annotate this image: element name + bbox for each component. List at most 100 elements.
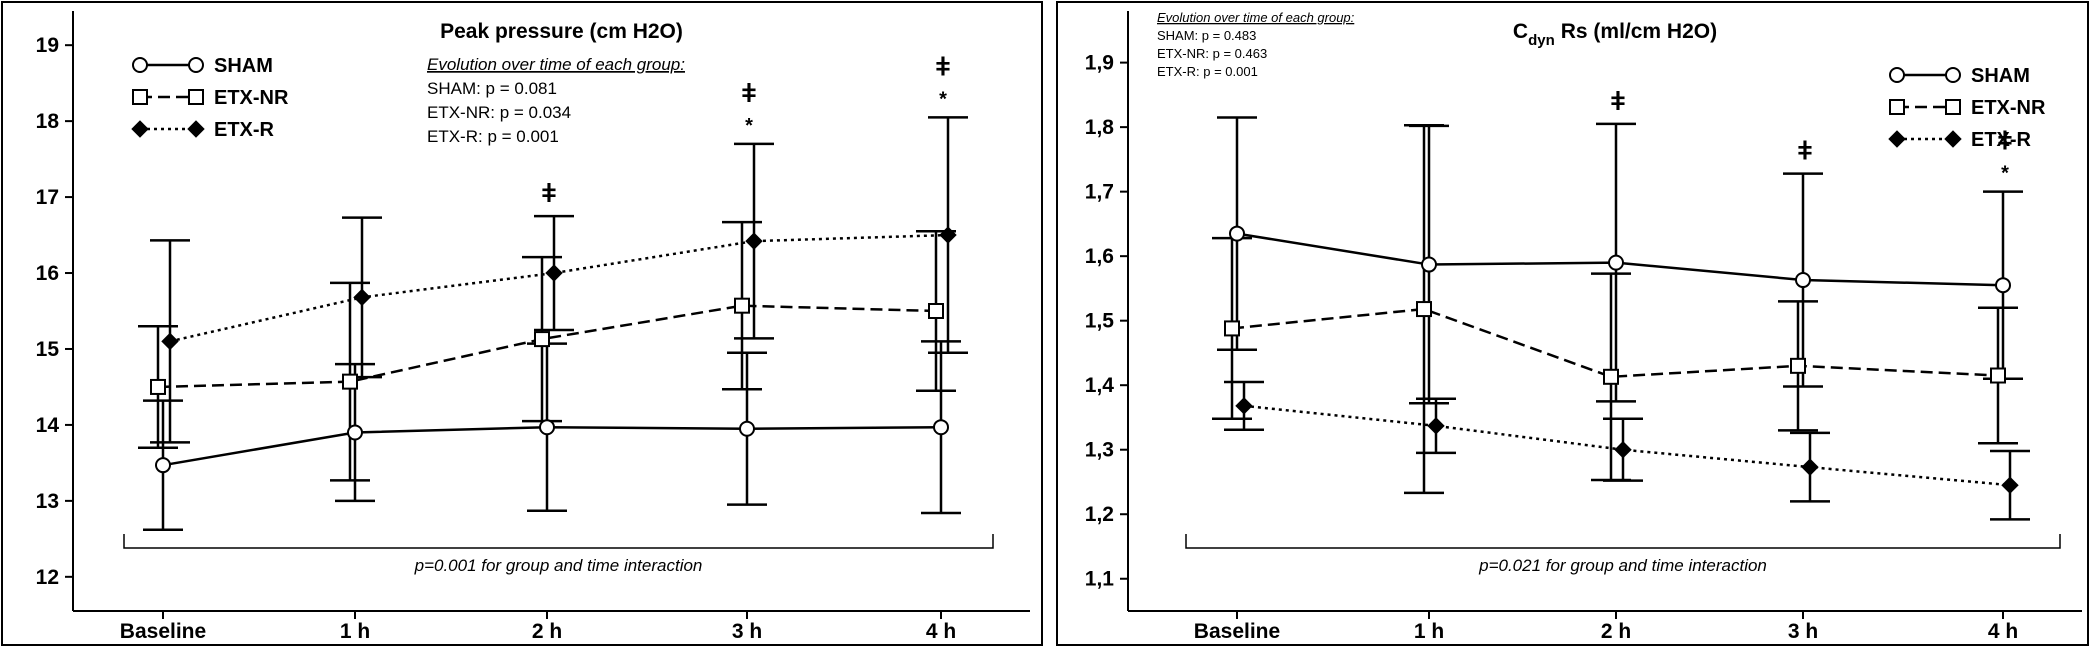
evolution-p-value: SHAM: p = 0.081 [427,79,557,98]
marker [150,378,166,395]
marker [188,57,204,73]
legend: SHAM ETX-NR ETX-R [1888,65,2046,151]
marker [1888,130,1906,148]
marker [745,232,763,250]
marker [1421,256,1437,273]
significance-mark: ǂ [935,51,950,81]
y-tick-label: 15 [36,338,60,361]
marker [534,331,550,348]
marker [1608,254,1624,271]
marker [1945,99,1961,115]
evolution-heading: Evolution over time of each group: [427,55,685,74]
marker [933,419,949,436]
y-tick-label: 19 [36,34,59,57]
evolution-p-value: SHAM: p = 0.483 [1157,28,1256,43]
title-rest: Rs (ml/cm H2O) [1561,20,1717,43]
chart-panel: 1,1 1,2 1,3 1,4 1,5 1,6 1,7 1,8 1,9 Baseline 1 h 2 … [1085,10,2082,643]
significance-mark: ǂ [741,78,756,108]
series-line [169,233,949,343]
x-tick-label: 4 h [926,620,956,643]
marker [347,424,363,441]
y-tick-label: 1,7 [1085,181,1114,204]
marker [188,89,204,105]
x-tick-label: 3 h [1788,620,1818,643]
significance-mark: * [745,115,753,137]
x-tick-label: 3 h [732,620,762,643]
y-tick-label: 13 [36,490,59,513]
significance-mark: ǂ [1997,126,2012,156]
y-tick-label: 1,9 [1085,52,1114,75]
y-tick-label: 1,5 [1085,310,1115,333]
legend-label: ETX-NR [214,87,289,109]
y-tick-label: 17 [36,186,59,209]
marker [155,457,171,474]
x-tick-label: 1 h [1414,620,1444,643]
marker [1801,458,1819,476]
marker [1795,272,1811,289]
legend-label: ETX-NR [1971,97,2046,119]
marker [161,332,179,351]
marker [1945,67,1961,83]
interaction-bracket [123,534,994,549]
x-tick-label: 4 h [1988,620,2018,643]
significance-mark: ǂ [1797,136,1812,166]
legend-label: ETX-R [1971,129,2032,151]
series-line [1243,404,2011,487]
chart-title: Peak pressure (cm H2O) [440,20,683,43]
evolution-p-value: ETX-NR: p = 0.034 [427,103,571,122]
interaction-note: p=0.021 for group and time interaction [1478,556,1767,575]
evolution-p-value: ETX-NR: p = 0.463 [1157,46,1267,61]
evolution-p-value: ETX-R: p = 0.001 [1157,64,1258,79]
marker [1427,417,1445,435]
y-tick-label: 1,4 [1085,374,1115,397]
marker [1224,320,1240,337]
interaction-bracket [1185,534,2061,549]
panel-border [1056,1,2089,646]
marker [539,419,555,436]
evolution-heading: Evolution over time of each group: [1157,10,1355,25]
marker [739,420,755,437]
y-tick-label: 1,1 [1085,568,1115,591]
x-tick-label: 2 h [1601,620,1631,643]
marker [1990,367,2006,384]
y-tick-label: 18 [36,110,60,133]
evolution-p-value: ETX-R: p = 0.001 [427,127,559,146]
marker [353,288,371,307]
marker [734,297,750,314]
legend-label: SHAM [1971,65,2030,87]
marker [1889,67,1905,83]
title-main: C [1513,20,1528,43]
marker [1995,277,2011,294]
significance-mark: * [2001,163,2009,185]
significance-mark: ǂ [541,178,556,208]
marker [1229,225,1245,242]
marker [1790,357,1806,374]
marker [1235,397,1253,415]
interaction-note: p=0.001 for group and time interaction [414,556,703,575]
series-line [1231,307,1999,379]
x-tick-label: 2 h [532,620,562,643]
chart-panel: 12 13 14 15 16 17 18 19 Baseline 1 h 2 h 3 h 4 h Peak… [36,11,1030,643]
marker [928,303,944,319]
marker [1889,99,1905,115]
legend-label: ETX-R [214,119,275,141]
chart-title: Cdyn Rs (ml/cm H2O) [1513,20,1717,49]
x-tick-label: Baseline [1194,620,1280,643]
y-tick-label: 1,8 [1085,116,1115,139]
significance-mark: ǂ [1610,86,1625,116]
significance-mark: * [939,88,947,110]
marker [545,264,563,282]
marker [2001,476,2019,494]
marker [342,373,358,390]
marker [132,57,148,73]
x-tick-label: 1 h [340,620,370,643]
marker [1603,368,1619,385]
marker [1944,130,1962,148]
marker [1416,301,1432,318]
marker [132,89,148,105]
y-tick-label: 1,2 [1085,503,1114,526]
legend: SHAM ETX-NR ETX-R [131,55,289,141]
y-tick-label: 14 [36,414,60,437]
title-subscript: dyn [1528,32,1555,49]
